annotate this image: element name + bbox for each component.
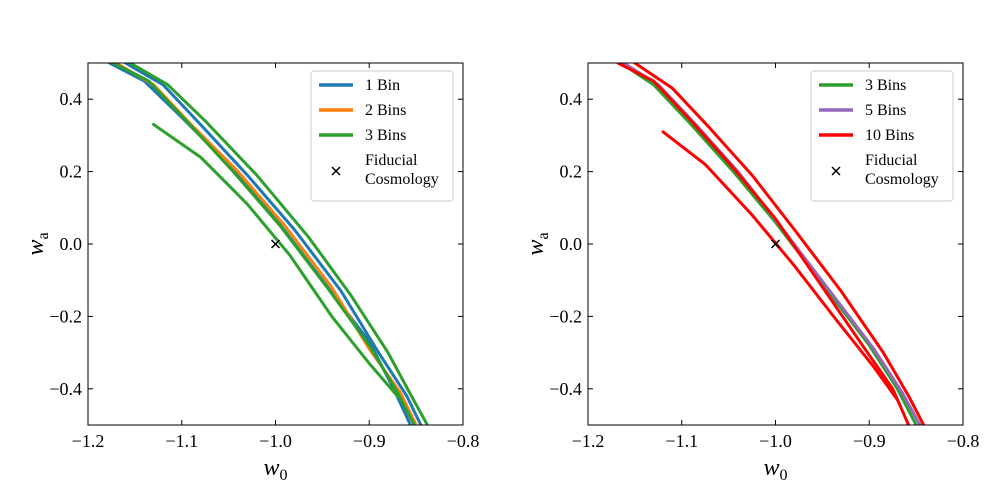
- left-fiducial-x-mark: [270, 239, 281, 249]
- right-legend-label-fiducial: Fiducial: [865, 152, 918, 169]
- left-y-tick-label: 0.4: [60, 89, 83, 109]
- right-contour-10-bins-1: [633, 63, 926, 425]
- right-legend-label-1: 5 Bins: [865, 102, 906, 119]
- left-panel: −1.2 −1.1 −1.0 −0.9 −0.8 −0.4 −0.2 0.0 0.2 0.4 w0…: [23, 62, 479, 484]
- right-contour-3-bins-0: [619, 63, 918, 425]
- right-legend-label-0: 3 Bins: [865, 77, 906, 94]
- right-legend-label-2: 10 Bins: [865, 127, 914, 144]
- left-y-axis-label: wa: [23, 232, 52, 255]
- right-y-tick-label: 0.0: [560, 234, 583, 254]
- left-x-tick-label: −1.2: [72, 431, 105, 451]
- left-x-axis-label: w0: [263, 455, 287, 484]
- left-contours: [108, 63, 429, 425]
- right-y-tick-label: −0.4: [549, 379, 582, 399]
- right-y-tick-label: 0.2: [560, 162, 583, 182]
- left-legend-label-0: 1 Bin: [365, 77, 400, 94]
- left-legend-label-fiducial: Fiducial: [365, 152, 418, 169]
- left-legend-label-2: 3 Bins: [365, 127, 406, 144]
- right-panel: −1.2 −1.1 −1.0 −0.9 −0.8 −0.4 −0.2 0.0 0.2 0.4 w0…: [523, 62, 979, 484]
- left-ticks: −1.2 −1.1 −1.0 −0.9 −0.8 −0.4 −0.2 0.0 0.2 0.4: [49, 63, 479, 451]
- left-x-tick-label: −0.9: [353, 431, 386, 451]
- left-x-tick-label: −0.8: [447, 431, 480, 451]
- left-contour-3-bins-0: [111, 63, 416, 425]
- left-legend-box: [310, 70, 454, 202]
- left-contour-1-bin-1: [124, 63, 423, 425]
- right-contour-10-bins-2: [661, 130, 899, 402]
- left-legend-fiducial-mark: [331, 166, 341, 176]
- left-contour-3-bins-1: [128, 63, 429, 425]
- right-legend: 3 Bins 5 Bins 10 Bins Fiducial Cosmology: [810, 70, 954, 202]
- left-legend-label-1: 2 Bins: [365, 102, 406, 119]
- right-y-tick-label: −0.2: [549, 306, 582, 326]
- right-x-axis-label: w0: [763, 455, 787, 484]
- right-legend-label-cosmology: Cosmology: [865, 171, 939, 188]
- left-legend: 1 Bin 2 Bins 3 Bins Fiducial Cosmology: [310, 70, 454, 202]
- right-y-tick-label: 0.4: [560, 89, 583, 109]
- left-fiducial-marker: [270, 239, 281, 249]
- right-x-tick-label: −0.8: [947, 431, 980, 451]
- right-ticks: −1.2 −1.1 −1.0 −0.9 −0.8 −0.4 −0.2 0.0 0.2 0.4: [549, 63, 979, 451]
- left-y-tick-label: −0.2: [49, 306, 82, 326]
- right-contour-10-bins-0: [616, 63, 911, 425]
- left-legend-label-cosmology: Cosmology: [365, 171, 439, 188]
- left-y-tick-label: 0.2: [60, 162, 83, 182]
- right-x-tick-label: −1.0: [759, 431, 792, 451]
- left-x-tick-label: −1.0: [259, 431, 292, 451]
- right-fiducial-x-mark: [770, 239, 781, 249]
- right-contours: [616, 63, 926, 425]
- left-contour-3-bins-2: [152, 123, 399, 398]
- left-y-tick-label: 0.0: [60, 234, 83, 254]
- right-x-tick-label: −1.1: [665, 431, 698, 451]
- right-legend-box: [810, 70, 954, 202]
- right-fiducial-marker: [770, 239, 781, 249]
- left-x-tick-label: −1.1: [165, 431, 198, 451]
- right-y-axis-label: wa: [523, 232, 552, 255]
- right-x-tick-label: −0.9: [853, 431, 886, 451]
- right-legend-fiducial-mark: [831, 166, 841, 176]
- right-x-tick-label: −1.2: [572, 431, 605, 451]
- left-y-tick-label: −0.4: [49, 379, 82, 399]
